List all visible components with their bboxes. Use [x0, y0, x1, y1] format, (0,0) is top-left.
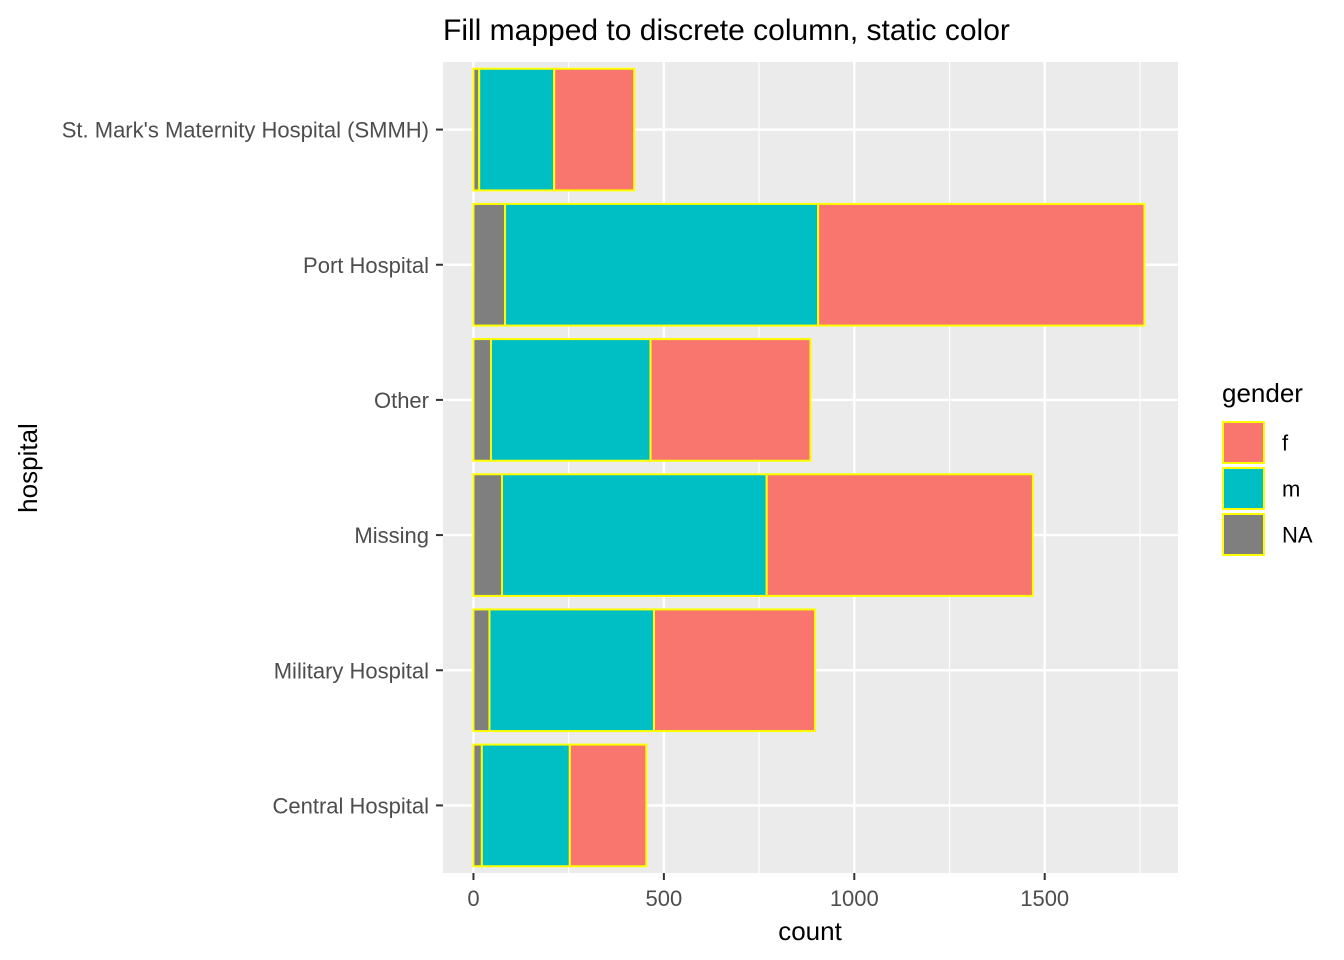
bar-segment [568, 743, 648, 868]
bar-segment [652, 608, 817, 733]
plot-panel [443, 62, 1178, 873]
y-tick-label: Missing [354, 523, 429, 548]
x-axis: 0 500 1000 1500 [467, 873, 1069, 911]
chart-title: Fill mapped to discrete column, static c… [443, 14, 1010, 47]
bar-segment [553, 67, 636, 192]
y-tick-label: Military Hospital [274, 658, 429, 683]
legend-label: NA [1282, 523, 1313, 548]
y-axis-title: hospital [13, 423, 43, 513]
legend-key-swatch [1222, 467, 1265, 510]
bar-segment [478, 67, 556, 192]
y-axis: St. Mark's Maternity Hospital (SMMH) Port… [62, 118, 443, 818]
bar-segment [501, 473, 768, 597]
bar-segment [472, 608, 491, 733]
bar-segment [489, 338, 652, 462]
bar-segment [472, 202, 507, 327]
bar-segment [472, 338, 492, 462]
y-tick-label: Other [374, 388, 429, 413]
legend: gender fm NA [1222, 378, 1313, 556]
bar-segment [504, 202, 820, 327]
legend-title: gender [1222, 378, 1303, 408]
bar-segment [480, 743, 571, 868]
x-tick-label: 500 [646, 886, 683, 911]
x-tick-label: 1000 [830, 886, 879, 911]
bar-segment [472, 473, 504, 597]
x-axis-title: count [778, 916, 842, 946]
legend-key-swatch [1222, 421, 1265, 464]
y-tick-label: St. Mark's Maternity Hospital (SMMH) [62, 118, 429, 143]
legend-label: f [1282, 431, 1289, 456]
legend-key-swatch [1222, 513, 1265, 556]
legend-label: m [1282, 477, 1300, 502]
x-tick-label: 0 [467, 886, 479, 911]
bars [472, 67, 1146, 868]
bar-segment [817, 202, 1146, 327]
bar-segment [488, 608, 655, 733]
bar-segment [649, 338, 812, 462]
bar-segment [472, 743, 483, 868]
y-tick-label: Central Hospital [272, 793, 429, 818]
x-tick-label: 1500 [1020, 886, 1069, 911]
y-tick-label: Port Hospital [303, 253, 429, 278]
bar-segment [765, 473, 1034, 597]
